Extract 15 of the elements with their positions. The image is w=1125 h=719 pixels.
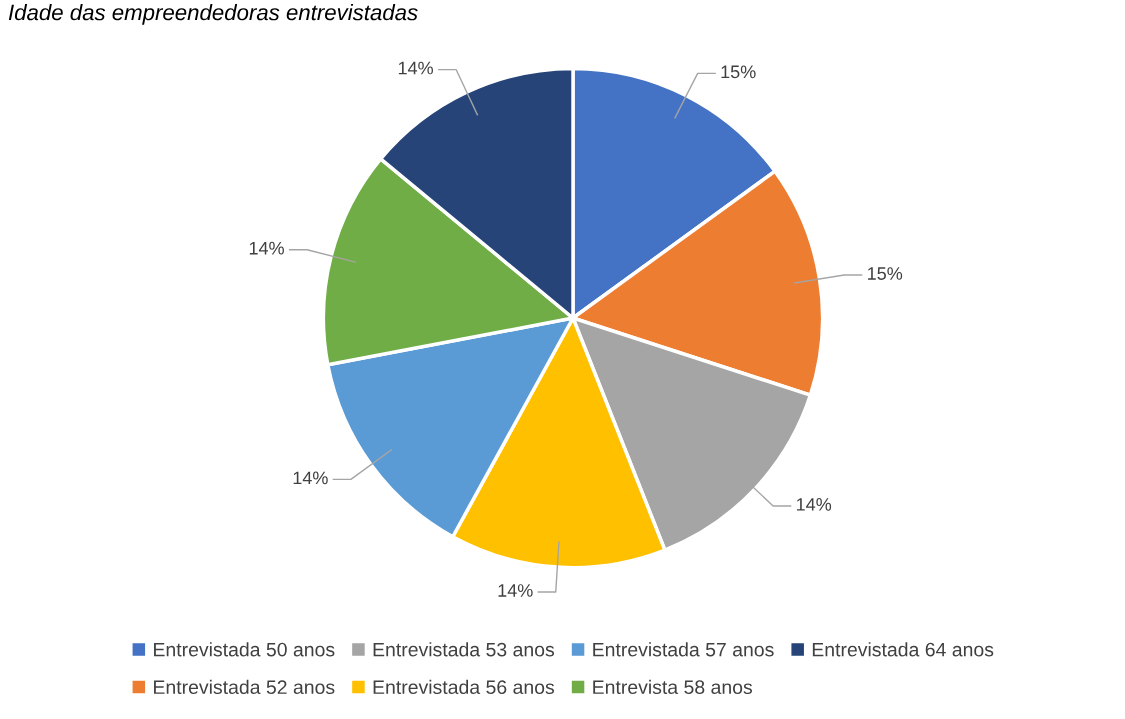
data-label: 15%	[868, 267, 903, 280]
legend-label: Entrevista 58 anos	[593, 679, 753, 695]
legend-label: Entrevistada 52 anos	[154, 679, 335, 695]
data-label: 14%	[796, 498, 832, 511]
legend-label: Entrevistada 57 anos	[593, 642, 774, 657]
data-label: 15%	[721, 65, 756, 79]
chart-title: Idade das empreendedoras entrevistadas	[8, 4, 418, 25]
data-label: 14%	[293, 471, 328, 485]
legend-label: Entrevistada 53 anos	[373, 642, 555, 657]
data-label: 14%	[498, 584, 533, 597]
data-label: 14%	[398, 61, 433, 75]
legend-label: Entrevistada 64 anos	[812, 642, 994, 657]
legend-label: Entrevistada 50 anos	[154, 642, 335, 657]
legend-label: Entrevistada 56 anos	[373, 679, 555, 695]
data-label: 14%	[249, 241, 284, 255]
